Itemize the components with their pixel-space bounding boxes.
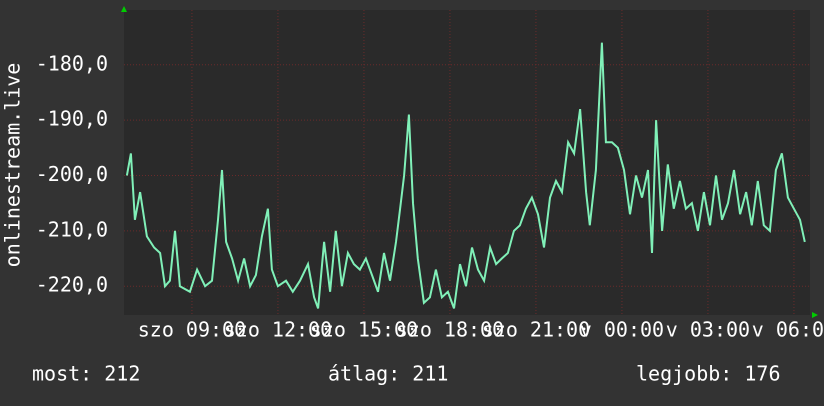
y-tick-label: -180,0 [36, 51, 108, 75]
x-tick-label: szo 15:00 [310, 318, 418, 342]
footer-current: most: 212 [32, 362, 140, 386]
x-tick-label: szo 21:00 [482, 318, 590, 342]
footer-average: átlag: 211 [328, 362, 448, 386]
y-tick-label: -220,0 [36, 273, 108, 297]
x-tick-label: szo 12:00 [224, 318, 332, 342]
data-line [125, 42, 806, 309]
x-tick-label: v 06:00 [752, 318, 824, 342]
y-tick-label: -210,0 [36, 217, 108, 241]
axis-arrow [121, 6, 127, 12]
axis-arrow [812, 312, 818, 318]
y-tick-label: -190,0 [36, 107, 108, 131]
y-axis-label: onlinestream.live [1, 63, 25, 268]
x-tick-label: v 00:00 [580, 318, 664, 342]
plot-area [124, 10, 810, 315]
x-tick-label: szo 18:00 [396, 318, 504, 342]
x-tick-label: v 03:00 [666, 318, 750, 342]
x-tick-label: szo 09:00 [138, 318, 246, 342]
footer-best: legjobb: 176 [636, 362, 781, 386]
y-tick-label: -200,0 [36, 162, 108, 186]
